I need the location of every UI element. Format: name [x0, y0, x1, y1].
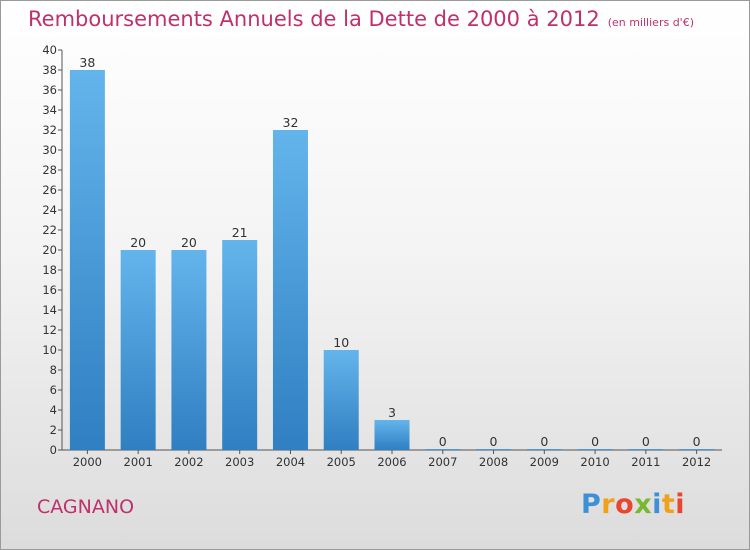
bar	[526, 449, 562, 450]
y-tick-label: 30	[42, 143, 57, 157]
brand-letter: i	[675, 489, 686, 520]
y-tick-label: 18	[42, 263, 57, 277]
y-tick-label: 26	[42, 183, 57, 197]
data-label: 0	[439, 434, 447, 449]
y-tick-label: 12	[42, 323, 57, 337]
y-tick-label: 14	[42, 303, 57, 317]
x-tick-label: 2000	[73, 455, 102, 469]
x-tick-label: 2002	[174, 455, 203, 469]
commune-name: CAGNANO	[37, 496, 135, 518]
y-tick-label: 28	[42, 163, 57, 177]
bar	[425, 449, 461, 450]
x-tick-label: 2001	[124, 455, 153, 469]
y-tick-label: 20	[42, 243, 57, 257]
x-tick-label: 2012	[682, 455, 711, 469]
chart-title: Remboursements Annuels de la Dette de 20…	[28, 7, 694, 31]
x-tick-label: 2006	[377, 455, 406, 469]
x-tick-label: 2008	[479, 455, 508, 469]
x-tick-label: 2009	[530, 455, 559, 469]
bar	[222, 240, 258, 450]
y-tick-label: 16	[42, 283, 57, 297]
x-tick-label: 2010	[580, 455, 609, 469]
bar	[628, 449, 664, 450]
data-label: 0	[490, 434, 498, 449]
bar	[679, 449, 715, 450]
bar	[120, 250, 156, 450]
data-label: 3	[388, 405, 396, 420]
data-label: 0	[693, 434, 701, 449]
y-tick-label: 36	[42, 83, 57, 97]
data-label: 21	[232, 225, 248, 240]
y-tick-label: 24	[42, 203, 57, 217]
y-tick-label: 34	[42, 103, 57, 117]
x-axis: 2000 2001 2002 2003 2004 2005 2006 2007 2008 2009…	[62, 449, 722, 469]
y-tick-label: 32	[42, 123, 57, 137]
data-label: 0	[540, 434, 548, 449]
bar	[374, 420, 410, 450]
bar	[171, 250, 207, 450]
data-label: 32	[283, 115, 299, 130]
brand-logo: Proxiti	[581, 489, 685, 520]
y-tick-label: 4	[50, 403, 57, 417]
y-tick-label: 38	[42, 63, 57, 77]
x-tick-label: 2004	[276, 455, 305, 469]
chart-title-text: Remboursements Annuels de la Dette de 20…	[28, 7, 600, 31]
data-label: 38	[79, 55, 95, 70]
bars: 38 20 20 21 32 10 3 0 0 0 0 0 0	[69, 55, 715, 450]
bar	[69, 70, 105, 450]
x-tick-label: 2005	[327, 455, 356, 469]
data-label: 10	[333, 335, 349, 350]
brand-letter: P	[581, 489, 602, 520]
y-tick-label: 40	[42, 43, 57, 57]
data-label: 20	[181, 235, 197, 250]
y-tick-label: 22	[42, 223, 57, 237]
y-tick-label: 2	[50, 423, 57, 437]
bar	[272, 130, 308, 450]
brand-letter: r	[601, 489, 616, 520]
bar	[323, 350, 359, 450]
brand-letter: i	[652, 489, 662, 520]
x-tick-label: 2011	[631, 455, 660, 469]
chart-unit: (en milliers d'€)	[607, 16, 694, 29]
y-tick-label: 8	[50, 363, 57, 377]
y-tick-label: 0	[50, 443, 57, 457]
brand-letter: t	[661, 489, 676, 520]
data-label: 0	[591, 434, 599, 449]
x-tick-label: 2003	[225, 455, 254, 469]
brand-letter: x	[634, 489, 653, 520]
data-label: 20	[130, 235, 146, 250]
data-label: 0	[642, 434, 650, 449]
y-tick-label: 10	[42, 343, 57, 357]
bar	[476, 449, 512, 450]
brand-letter: o	[615, 489, 635, 520]
x-tick-label: 2007	[428, 455, 457, 469]
bar	[577, 449, 613, 450]
y-tick-label: 6	[50, 383, 57, 397]
